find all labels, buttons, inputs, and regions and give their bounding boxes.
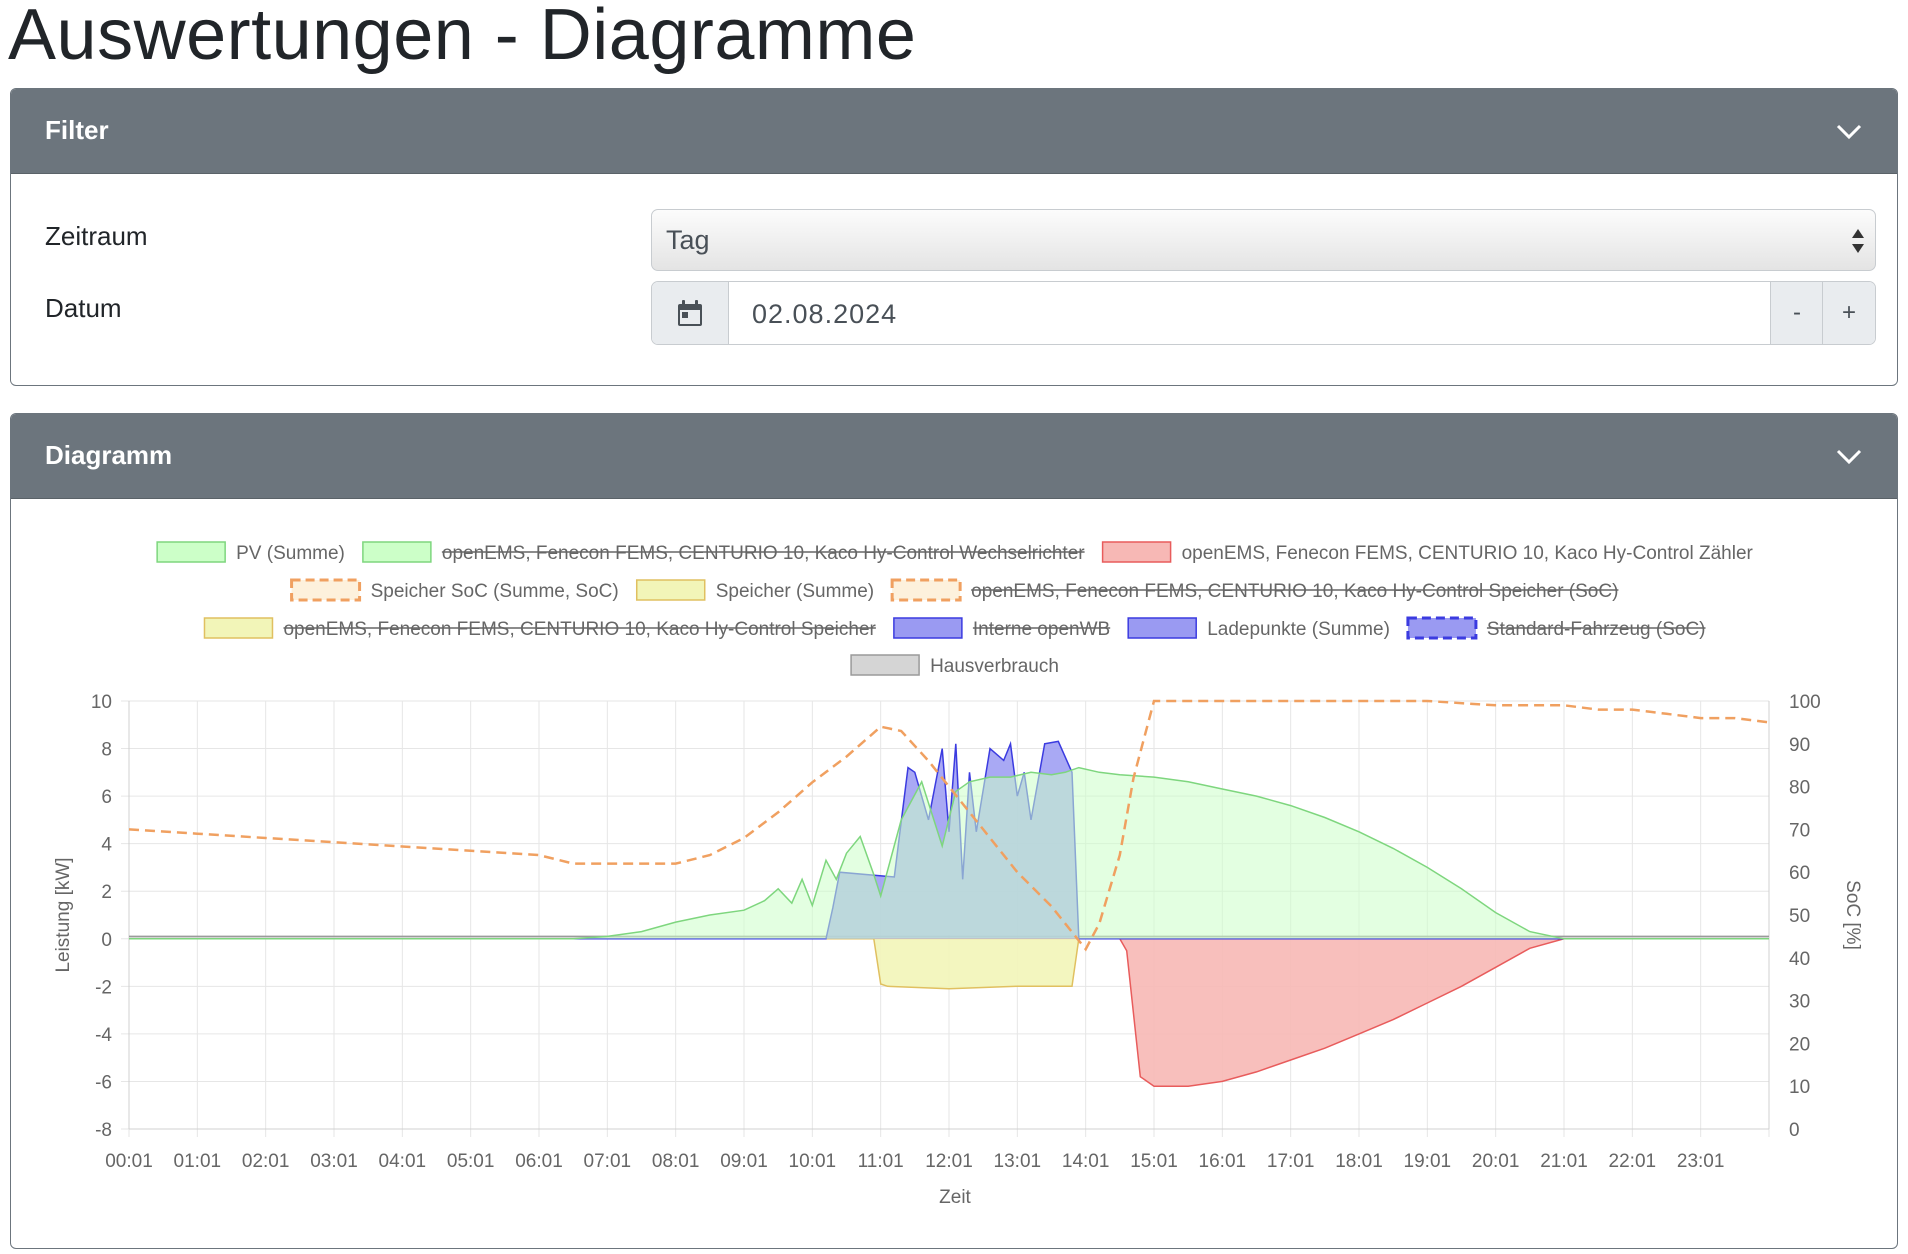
series-pv-line <box>129 766 1769 940</box>
x-tick: 13:01 <box>994 1151 1042 1172</box>
series-speicher-soc-line <box>128 699 1770 952</box>
zeitraum-label: Zeitraum <box>45 221 148 251</box>
y-tick-left: 4 <box>101 835 112 856</box>
legend-item: Hausverbrauch <box>930 656 1059 677</box>
y-tick-right: 80 <box>1789 778 1810 799</box>
legend-swatch <box>890 578 962 602</box>
y-axis-title-right: SoC [%] <box>1842 880 1863 950</box>
calendar-icon <box>678 300 702 326</box>
x-tick: 10:01 <box>789 1151 837 1172</box>
legend-swatch <box>203 617 274 639</box>
y-tick-left: 8 <box>101 740 112 761</box>
calendar-button[interactable] <box>652 282 729 344</box>
legend-swatch <box>156 541 226 563</box>
chevron-down-icon[interactable] <box>1835 119 1863 143</box>
x-tick: 19:01 <box>1404 1151 1452 1172</box>
datum-input-group: 02.08.2024 - + <box>651 281 1876 345</box>
chart: PV (Summe) openEMS, Fenecon FEMS, CENTURI… <box>53 541 1863 1208</box>
chevron-down-icon[interactable] <box>1835 444 1863 468</box>
y-tick-left: -8 <box>95 1120 112 1141</box>
diagram-header[interactable]: Diagramm <box>11 414 1897 499</box>
x-tick: 12:01 <box>925 1151 973 1172</box>
zeitraum-select[interactable]: Tag <box>651 209 1876 271</box>
y-tick-left: 10 <box>91 692 112 713</box>
series-zaehler-line <box>129 938 1769 1087</box>
x-tick: 21:01 <box>1540 1151 1588 1172</box>
x-tick: 08:01 <box>652 1151 700 1172</box>
y-tick-right: 50 <box>1789 906 1810 927</box>
x-tick: 14:01 <box>1062 1151 1110 1172</box>
series-pv-area <box>129 767 1769 939</box>
y-tick-right: 70 <box>1789 820 1810 841</box>
diagram-card: Diagramm PV (Summe) openEMS, Fenecon FEMS… <box>10 413 1898 1249</box>
y-tick-right: 20 <box>1789 1034 1810 1055</box>
y-tick-left: 6 <box>101 787 112 808</box>
legend-item: Speicher (Summe) <box>716 581 874 602</box>
datum-label: Datum <box>45 293 122 323</box>
x-tick: 20:01 <box>1472 1151 1520 1172</box>
x-tick: 00:01 <box>105 1151 153 1172</box>
series-speicher-line <box>129 938 1769 990</box>
x-tick: 18:01 <box>1335 1151 1383 1172</box>
date-minus-button[interactable]: - <box>1770 282 1823 344</box>
y-axis-title-left: Leistung [kW] <box>53 857 74 972</box>
x-tick: 01:01 <box>174 1151 222 1172</box>
legend-item: openEMS, Fenecon FEMS, CENTURIO 10, Kaco… <box>442 543 1085 564</box>
y-tick-right: 0 <box>1789 1120 1800 1141</box>
y-tick-left: -2 <box>95 977 112 998</box>
legend-swatch <box>893 617 963 639</box>
legend-item: PV (Summe) <box>236 543 345 564</box>
x-tick: 16:01 <box>1199 1151 1247 1172</box>
y-tick-right: 30 <box>1789 992 1810 1013</box>
zeitraum-value: Tag <box>666 225 710 255</box>
page-title: Auswertungen - Diagramme <box>8 0 917 75</box>
x-tick: 05:01 <box>447 1151 495 1172</box>
legend-swatch <box>1101 541 1172 563</box>
x-tick: 04:01 <box>379 1151 427 1172</box>
select-arrows-icon <box>1852 229 1864 253</box>
y-tick-right: 40 <box>1789 949 1810 970</box>
x-tick: 06:01 <box>515 1151 563 1172</box>
filter-title: Filter <box>45 115 109 145</box>
y-tick-left: 0 <box>101 930 112 951</box>
y-tick-left: -6 <box>95 1072 112 1093</box>
y-tick-right: 10 <box>1789 1077 1810 1098</box>
x-tick: 22:01 <box>1609 1151 1657 1172</box>
legend-item: openEMS, Fenecon FEMS, CENTURIO 10, Kaco… <box>971 581 1618 602</box>
filter-card: Filter Zeitraum Datum Tag 02.08.2024 - + <box>10 88 1898 386</box>
legend-item: Speicher SoC (Summe, SoC) <box>371 581 619 602</box>
x-tick: 09:01 <box>720 1151 768 1172</box>
legend-item: Ladepunkte (Summe) <box>1207 619 1390 640</box>
series-speicher-area <box>129 938 1769 989</box>
x-tick: 03:01 <box>310 1151 358 1172</box>
datum-input[interactable]: 02.08.2024 <box>752 299 898 329</box>
x-tick: 11:01 <box>858 1151 904 1172</box>
x-axis-title: Zeit <box>939 1187 971 1208</box>
legend-item: openEMS, Fenecon FEMS, CENTURIO 10, Kaco… <box>283 619 876 640</box>
series-zaehler-area <box>129 938 1769 1087</box>
legend-swatch <box>290 578 362 602</box>
legend-swatch <box>1127 617 1197 639</box>
legend-swatch <box>362 541 432 563</box>
x-tick: 02:01 <box>242 1151 290 1172</box>
date-plus-button[interactable]: + <box>1822 282 1875 344</box>
legend-swatch <box>1406 616 1478 640</box>
x-tick: 07:01 <box>584 1151 632 1172</box>
y-tick-left: 2 <box>101 882 112 903</box>
legend-swatch <box>850 654 920 676</box>
filter-header[interactable]: Filter <box>11 89 1897 174</box>
legend-item: openEMS, Fenecon FEMS, CENTURIO 10, Kaco… <box>1182 543 1754 564</box>
y-tick-left: -4 <box>95 1025 112 1046</box>
legend-item: Interne openWB <box>973 619 1110 640</box>
diagram-title: Diagramm <box>45 440 173 470</box>
legend-swatch <box>635 579 706 601</box>
y-tick-right: 90 <box>1789 735 1810 756</box>
y-tick-right: 100 <box>1789 692 1821 713</box>
y-tick-right: 60 <box>1789 863 1810 884</box>
x-tick: 15:01 <box>1130 1151 1178 1172</box>
legend-item: Standard-Fahrzeug (SoC) <box>1487 619 1706 640</box>
x-tick: 23:01 <box>1677 1151 1725 1172</box>
x-tick: 17:01 <box>1267 1151 1315 1172</box>
